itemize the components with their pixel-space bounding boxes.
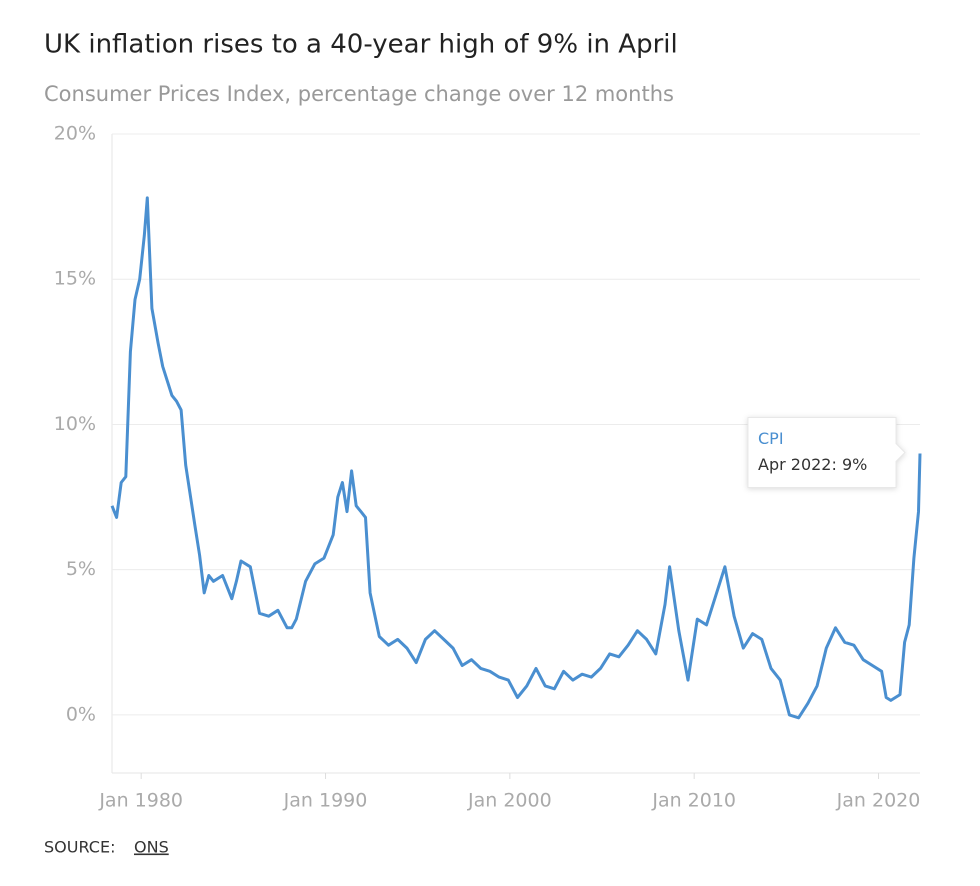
series-line bbox=[110, 196, 922, 720]
chart-title: UK inflation rises to a 40-year high of … bbox=[44, 30, 678, 60]
tooltip-series: CPI bbox=[758, 429, 784, 448]
x-tick-label: Jan 2000 bbox=[467, 790, 552, 812]
tooltip-box bbox=[747, 417, 906, 488]
tooltip-value: Apr 2022: 9% bbox=[758, 455, 867, 474]
y-tick-label: 0% bbox=[66, 703, 96, 725]
x-tick-label: Jan 1990 bbox=[283, 790, 368, 812]
y-tick-label: 5% bbox=[66, 558, 96, 580]
x-tick-label: Jan 2020 bbox=[836, 790, 921, 812]
y-tick-label: 20% bbox=[54, 123, 96, 145]
x-tick-label: Jan 2010 bbox=[651, 790, 736, 812]
tooltip: CPI Apr 2022: 9% bbox=[747, 417, 906, 488]
y-tick-label: 10% bbox=[54, 413, 96, 435]
x-tick-label: Jan 1980 bbox=[98, 790, 183, 812]
source-label: SOURCE: bbox=[44, 838, 115, 857]
source-link[interactable]: ONS bbox=[134, 838, 169, 857]
y-tick-label: 15% bbox=[54, 268, 96, 290]
chart-subtitle: Consumer Prices Index, percentage change… bbox=[44, 82, 674, 106]
